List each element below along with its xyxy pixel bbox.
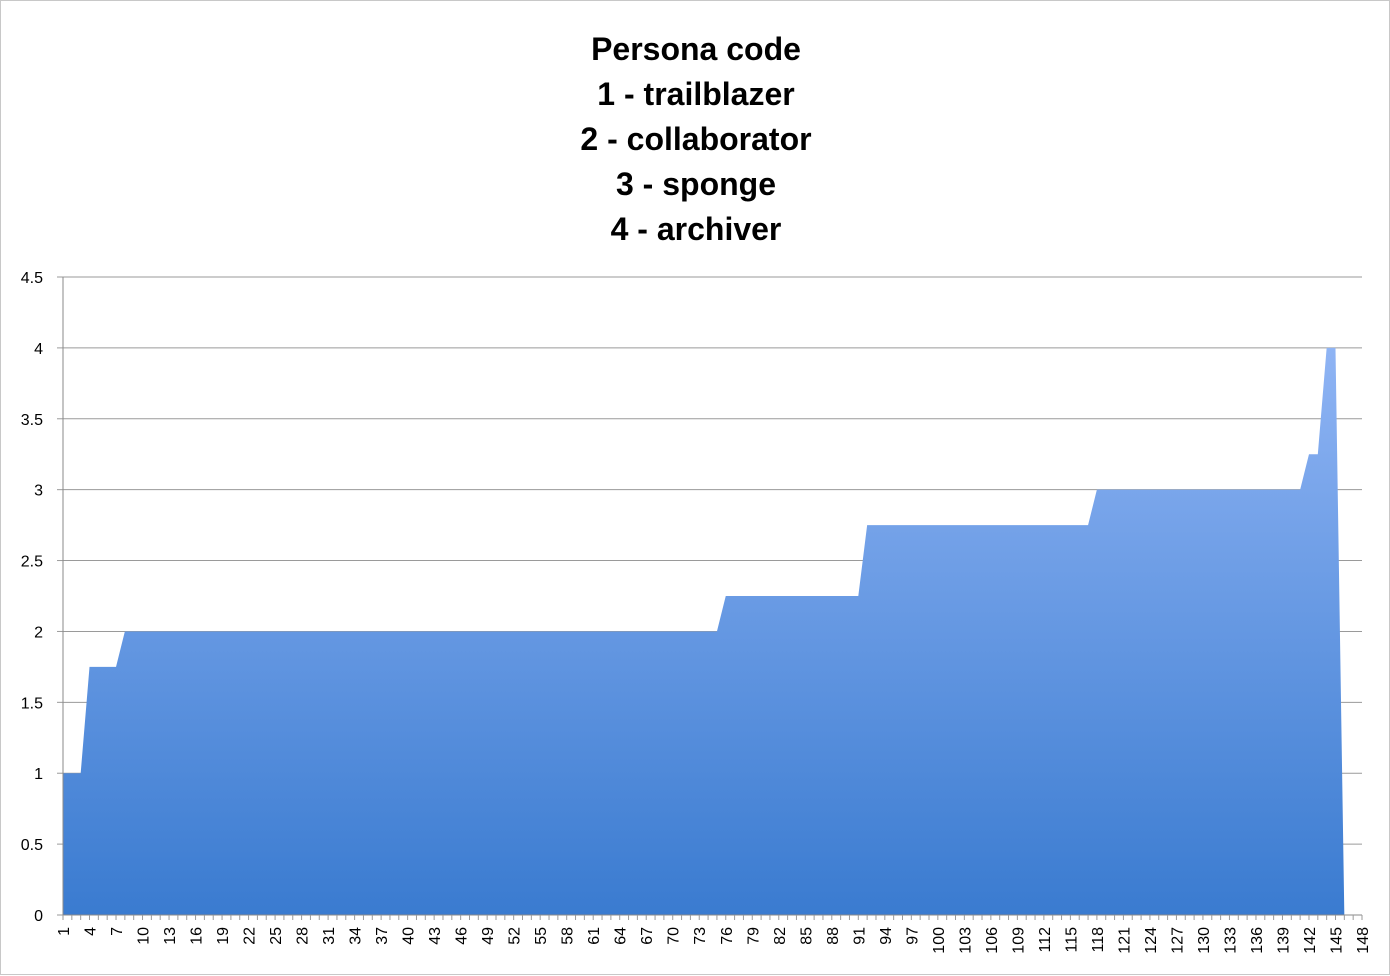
title-line-1: Persona code <box>591 31 801 67</box>
x-tick-label: 88 <box>825 927 842 945</box>
title-line-4: 3 - sponge <box>615 166 776 202</box>
x-tick-label: 55 <box>533 927 550 945</box>
x-tick-label: 79 <box>745 927 762 945</box>
x-tick-label: 67 <box>639 927 656 945</box>
x-tick-label: 4 <box>83 927 100 936</box>
y-tick-label: 4.5 <box>21 270 43 287</box>
x-tick-label: 25 <box>268 927 285 945</box>
x-tick-label: 43 <box>427 927 444 945</box>
x-tick-label: 136 <box>1249 927 1266 954</box>
x-tick-label: 37 <box>374 927 391 945</box>
x-tick-labels: 1 4 7 10 13 16 19 22 25 28 31 34 37 40 43 46 49 52 55 58 61 6… <box>56 927 1372 954</box>
x-tick-label: 91 <box>851 927 868 945</box>
x-tick-label: 100 <box>931 927 948 954</box>
x-tick-label: 10 <box>136 927 153 945</box>
y-tick-label: 3.5 <box>21 412 43 429</box>
y-tick-label: 3 <box>34 483 43 500</box>
x-tick-label: 112 <box>1037 927 1054 953</box>
x-tick-label: 16 <box>189 927 206 945</box>
area-fill <box>63 347 1345 915</box>
title-line-2: 1 - trailblazer <box>597 76 795 112</box>
axes <box>62 277 1363 920</box>
x-tick-label: 121 <box>1116 927 1133 954</box>
chart-title: Persona code 1 - trailblazer 2 - collabo… <box>1 27 1390 252</box>
x-tick-label: 1 <box>56 927 73 936</box>
x-tick-label: 94 <box>878 927 895 945</box>
x-tick-label: 133 <box>1222 927 1239 954</box>
x-tick-label: 145 <box>1328 927 1345 954</box>
x-tick-label: 115 <box>1063 927 1080 953</box>
x-tick-label: 64 <box>613 927 630 945</box>
x-tick-label: 19 <box>215 927 232 945</box>
x-tick-label: 52 <box>507 927 524 945</box>
x-tick-label: 70 <box>666 927 683 945</box>
x-tick-label: 34 <box>348 927 365 945</box>
y-tick-label: 0.5 <box>21 837 43 854</box>
y-tick-label: 2 <box>34 624 43 641</box>
area-series <box>63 347 1345 915</box>
x-tick-label: 22 <box>242 927 259 945</box>
x-tick-label: 118 <box>1090 927 1107 953</box>
x-tick-label: 7 <box>109 927 126 936</box>
x-tick-label: 139 <box>1275 927 1292 954</box>
x-tick-label: 127 <box>1169 927 1186 954</box>
x-tick-label: 28 <box>295 927 312 945</box>
x-tick-label: 103 <box>957 927 974 954</box>
y-tick-labels: 0 0.5 1 1.5 2 2.5 3 3.5 4 4.5 <box>21 270 43 925</box>
y-tick-label: 1.5 <box>21 695 43 712</box>
x-tick-label: 76 <box>719 927 736 945</box>
y-tick-label: 1 <box>34 766 43 783</box>
y-tick-label: 0 <box>34 908 43 925</box>
x-tick-label: 109 <box>1010 927 1027 954</box>
title-line-5: 4 - archiver <box>610 211 782 247</box>
title-line-3: 2 - collaborator <box>580 121 812 157</box>
x-tick-label: 85 <box>798 927 815 945</box>
y-tick-label: 2.5 <box>21 554 43 571</box>
x-tick-label: 49 <box>480 927 497 945</box>
x-tick-label: 106 <box>984 927 1001 954</box>
x-tick-label: 46 <box>454 927 471 945</box>
x-tick-label: 61 <box>586 927 603 945</box>
x-tick-label: 31 <box>321 927 338 945</box>
x-tick-label: 124 <box>1143 927 1160 954</box>
x-tick-label: 130 <box>1196 927 1213 954</box>
x-tick-label: 97 <box>904 927 921 945</box>
y-tick-label: 4 <box>34 341 43 358</box>
x-tick-label: 82 <box>772 927 789 945</box>
x-tick-label: 58 <box>560 927 577 945</box>
x-tick-label: 40 <box>401 927 418 945</box>
x-tick-label: 13 <box>162 927 179 945</box>
x-tick-label: 73 <box>692 927 709 945</box>
x-tick-label: 142 <box>1302 927 1319 954</box>
x-tick-label: 148 <box>1355 927 1372 954</box>
